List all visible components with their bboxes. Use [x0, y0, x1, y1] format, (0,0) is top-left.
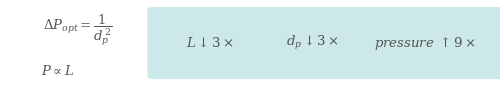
Text: $\Delta P_{\mathit{opt}} = \dfrac{1}{d_p^{\,2}}$: $\Delta P_{\mathit{opt}} = \dfrac{1}{d_p…	[43, 12, 112, 48]
Text: $d_p \downarrow 3\times$: $d_p \downarrow 3\times$	[286, 34, 339, 52]
FancyBboxPatch shape	[148, 7, 500, 79]
Text: $L \downarrow 3\times$: $L \downarrow 3\times$	[186, 36, 234, 50]
Text: $P \propto L$: $P \propto L$	[41, 64, 74, 77]
Text: $\mathit{pressure}\ \uparrow 9\times$: $\mathit{pressure}\ \uparrow 9\times$	[374, 34, 476, 52]
